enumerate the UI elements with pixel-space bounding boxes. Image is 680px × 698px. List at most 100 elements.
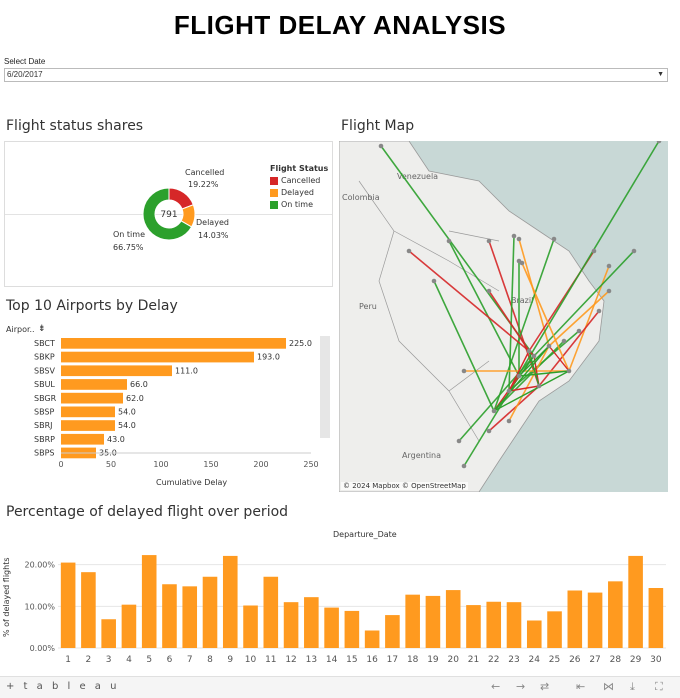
delay-bar[interactable] [222, 555, 238, 648]
legend-item-ontime[interactable]: On time [270, 200, 328, 209]
airport-marker[interactable] [378, 143, 384, 149]
airport-marker[interactable] [431, 278, 437, 284]
flight-route[interactable] [493, 345, 550, 412]
flight-map[interactable]: Venezuela Colombia Peru Brazil Argentina… [339, 141, 668, 492]
airport-marker[interactable] [519, 260, 525, 266]
delay-bar[interactable] [202, 576, 218, 648]
delay-bar[interactable] [587, 592, 603, 648]
undo-icon[interactable]: ← [491, 680, 501, 693]
flight-route[interactable] [548, 290, 610, 347]
status-donut-chart[interactable]: 791 [139, 184, 199, 244]
flight-route[interactable] [533, 250, 635, 357]
flight-route[interactable] [433, 280, 495, 412]
redo-icon[interactable]: → [516, 680, 526, 693]
delay-bar[interactable] [506, 602, 522, 648]
delay-bar[interactable] [547, 611, 562, 648]
flight-route[interactable] [521, 262, 570, 372]
delay-bar[interactable] [162, 584, 177, 648]
download-icon[interactable]: ⤓ [630, 680, 635, 693]
airport-marker[interactable] [456, 438, 462, 444]
airport-marker[interactable] [596, 308, 602, 314]
delay-bar[interactable] [243, 605, 258, 649]
flight-route[interactable] [488, 385, 540, 432]
airport-bar[interactable] [61, 351, 254, 363]
airport-marker[interactable] [461, 463, 467, 469]
flight-route[interactable] [528, 350, 540, 387]
airport-marker[interactable] [576, 328, 582, 334]
delay-bar[interactable] [121, 604, 137, 648]
airport-marker[interactable] [561, 338, 567, 344]
delay-bar[interactable] [608, 581, 623, 648]
airport-marker[interactable] [606, 263, 612, 269]
airport-bar[interactable] [61, 392, 123, 404]
delay-bar[interactable] [101, 619, 116, 648]
delay-bar[interactable] [60, 562, 76, 648]
airport-marker[interactable] [516, 373, 522, 379]
revert-icon[interactable]: ⇄ [540, 680, 550, 693]
delay-bar[interactable] [486, 601, 502, 648]
delay-bar[interactable] [263, 576, 279, 648]
airport-marker[interactable] [506, 388, 512, 394]
airport-bar[interactable] [61, 420, 115, 431]
flight-route[interactable] [548, 345, 570, 372]
airport-marker[interactable] [486, 238, 492, 244]
legend-item-delayed[interactable]: Delayed [270, 188, 328, 197]
airport-bar[interactable] [61, 406, 115, 418]
delay-bar[interactable] [141, 555, 157, 648]
airport-marker[interactable] [546, 343, 552, 349]
airport-bar[interactable] [61, 338, 286, 349]
flight-route[interactable] [508, 350, 530, 392]
flight-route[interactable] [508, 385, 540, 392]
airport-marker[interactable] [606, 288, 612, 294]
airport-bar[interactable] [61, 433, 104, 445]
airport-marker[interactable] [516, 236, 522, 242]
airport-marker[interactable] [566, 368, 572, 374]
flight-route[interactable] [493, 370, 570, 412]
sort-icon[interactable]: ⇟ [38, 324, 46, 334]
delay-bar[interactable] [628, 555, 643, 648]
date-filter-select[interactable]: 6/20/2017 ▼ [4, 68, 668, 82]
airport-marker[interactable] [491, 408, 497, 414]
airport-column-header[interactable]: Airpor.. [6, 325, 35, 334]
delay-bar[interactable] [648, 588, 664, 648]
airport-marker[interactable] [631, 248, 637, 254]
flight-route[interactable] [488, 290, 530, 352]
airport-marker[interactable] [486, 288, 492, 294]
delay-bar[interactable] [182, 586, 198, 648]
legend-item-cancelled[interactable]: Cancelled [270, 176, 328, 185]
delay-bar[interactable] [385, 615, 400, 648]
flight-route[interactable] [448, 240, 520, 377]
delay-bar[interactable] [81, 572, 96, 648]
flight-route[interactable] [508, 141, 660, 392]
airport-marker[interactable] [486, 428, 492, 434]
airport-marker[interactable] [591, 248, 597, 254]
flight-route[interactable] [508, 345, 550, 422]
airport-marker[interactable] [551, 236, 557, 242]
airport-marker[interactable] [406, 248, 412, 254]
airport-marker[interactable] [531, 353, 537, 359]
donut-slice-2[interactable] [142, 187, 193, 241]
flight-route[interactable] [518, 370, 570, 377]
airport-marker[interactable] [656, 141, 662, 144]
airport-marker[interactable] [536, 383, 542, 389]
first-page-icon[interactable]: ⇤ [576, 680, 586, 693]
top10-scrollbar[interactable] [320, 336, 330, 438]
airport-bar[interactable] [61, 379, 127, 390]
flight-route[interactable] [408, 250, 530, 352]
delay-bar[interactable] [526, 620, 542, 649]
delay-bar[interactable] [344, 610, 360, 648]
delay-bar[interactable] [364, 630, 380, 649]
delay-bar[interactable] [425, 595, 441, 648]
delay-bar[interactable] [304, 597, 319, 648]
delay-bar[interactable] [405, 594, 420, 648]
share-icon[interactable]: ⋈ [603, 680, 614, 693]
airport-marker[interactable] [526, 348, 532, 354]
airport-marker[interactable] [461, 368, 467, 374]
airport-marker[interactable] [511, 233, 517, 239]
flight-route[interactable] [493, 238, 555, 412]
airport-marker[interactable] [506, 418, 512, 424]
fullscreen-icon[interactable]: ⛶ [655, 680, 663, 693]
airport-bar[interactable] [61, 365, 172, 377]
delay-bar[interactable] [283, 602, 299, 648]
delay-bar[interactable] [445, 590, 461, 648]
